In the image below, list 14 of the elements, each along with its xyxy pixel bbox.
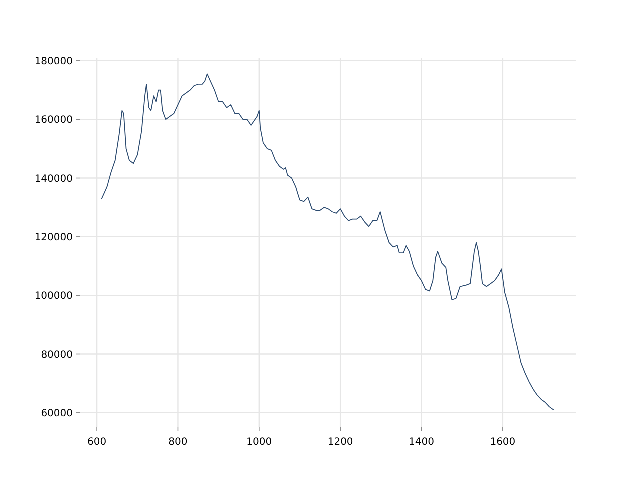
y-tick-label: 120000 <box>34 232 73 244</box>
x-tick-label: 800 <box>168 437 188 448</box>
y-tick-label: 60000 <box>41 408 73 420</box>
x-tick-label: 600 <box>88 437 107 448</box>
x-tick-label: 1000 <box>246 437 272 448</box>
x-tick-label: 1400 <box>409 437 434 448</box>
y-tick-label: 160000 <box>34 115 73 126</box>
x-tick-label: 1200 <box>328 437 354 448</box>
y-tick-label: 180000 <box>34 56 73 68</box>
y-tick-label: 80000 <box>41 350 73 361</box>
x-tick-label: 1600 <box>490 437 516 448</box>
y-tick-label: 140000 <box>34 174 73 185</box>
y-tick-label: 100000 <box>34 291 73 302</box>
line-series <box>101 74 554 410</box>
